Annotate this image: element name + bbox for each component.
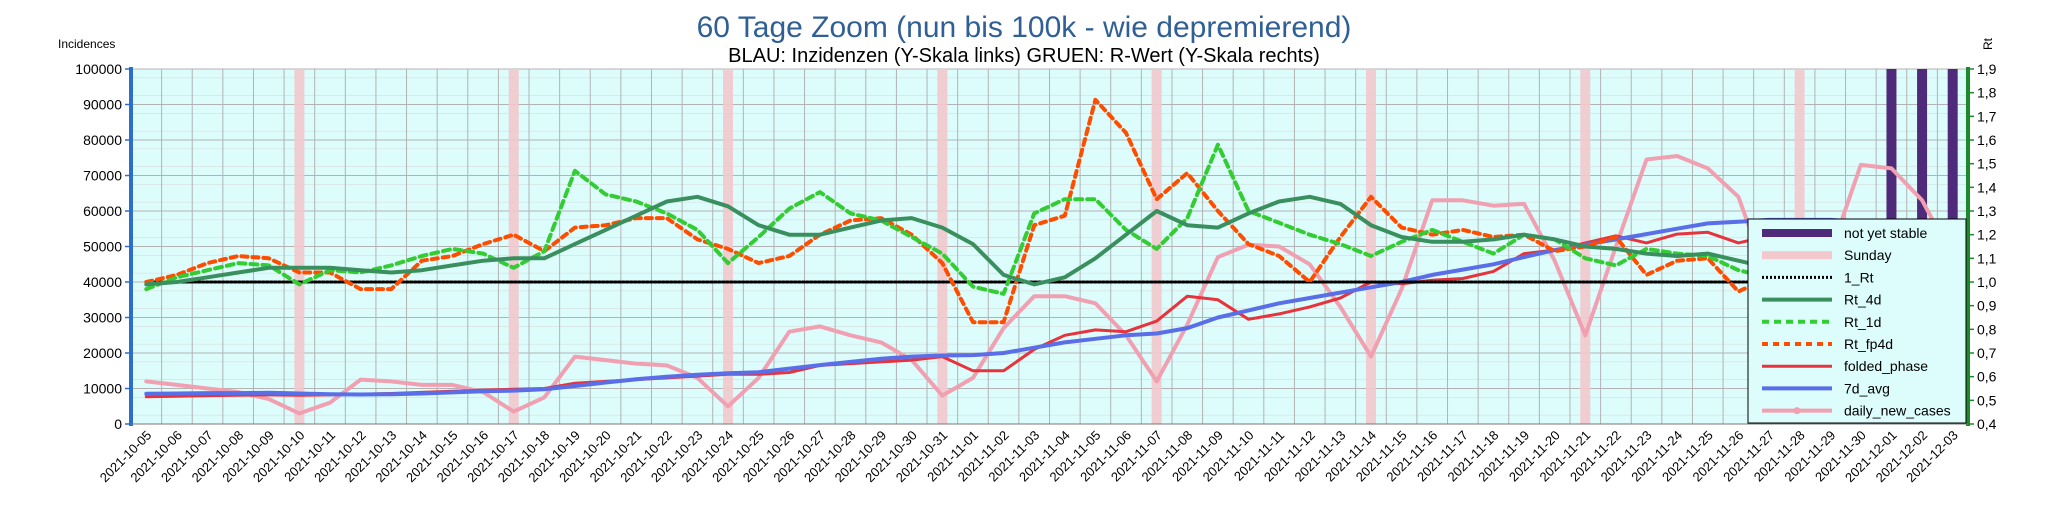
sunday-band: [723, 69, 734, 424]
y-right-tick-label: 0,8: [1977, 321, 1997, 337]
y-left-tick-label: 0: [114, 416, 122, 432]
series-lines: [144, 97, 1955, 416]
y-right-tick-label: 1,6: [1977, 132, 1997, 148]
legend-label-rt-4d: Rt_4d: [1844, 292, 1881, 308]
y-left-tick-label: 20000: [83, 345, 122, 361]
chart-subtitle: BLAU: Inzidenzen (Y-Skala links) GRUEN: …: [728, 45, 1320, 67]
y-left-tick-label: 50000: [83, 239, 122, 255]
y-axis-left-label: Incidences: [58, 37, 115, 51]
legend-label-1-rt: 1_Rt: [1844, 269, 1874, 285]
y-right-tick-label: 1,4: [1977, 179, 1997, 195]
legend-swatch-sunday: [1762, 251, 1832, 260]
legend-label-7d-avg: 7d_avg: [1844, 380, 1890, 396]
legend-label-rt-1d: Rt_1d: [1844, 314, 1881, 330]
series-Rt-4d: [144, 194, 1955, 310]
legend-marker-daily-new-cases: [1793, 407, 1801, 415]
x-axis-ticks: 2021-10-052021-10-062021-10-072021-10-08…: [97, 428, 1961, 486]
series-7d-avg: [144, 217, 1955, 397]
y-axis-left-ticks: 0 10000 20000 30000 40000 50000 60000 70000 8000…: [75, 61, 131, 432]
y-right-tick-label: 1,5: [1977, 156, 1997, 172]
y-left-tick-label: 90000: [83, 97, 122, 113]
series-Rt-1d: [144, 142, 1955, 325]
legend-label-not-yet-stable: not yet stable: [1844, 225, 1927, 241]
y-right-tick-label: 1,8: [1977, 85, 1997, 101]
y-axis-right-label: Rt: [1981, 37, 1995, 50]
chart-title: 60 Tage Zoom (nun bis 100k - wie depremi…: [697, 11, 1352, 44]
y-left-tick-label: 10000: [83, 381, 122, 397]
y-right-tick-label: 0,6: [1977, 369, 1997, 385]
y-right-tick-label: 0,5: [1977, 392, 1997, 408]
grid: [130, 68, 1969, 425]
sunday-band: [1365, 69, 1376, 424]
legend: not yet stable Sunday 1_Rt Rt_4d Rt_1d Rt_fp4…: [1747, 218, 1967, 424]
y-right-tick-label: 1,1: [1977, 250, 1997, 266]
legend-label-daily-new-cases: daily_new_cases: [1844, 403, 1951, 419]
y-right-tick-label: 1,0: [1977, 274, 1997, 290]
y-left-tick-label: 40000: [83, 274, 122, 290]
y-right-tick-label: 1,2: [1977, 227, 1997, 243]
y-right-tick-label: 0,4: [1977, 416, 1997, 432]
y-right-tick-label: 1,9: [1977, 61, 1997, 77]
y-right-tick-label: 0,9: [1977, 298, 1997, 314]
y-left-tick-label: 80000: [83, 132, 122, 148]
y-left-tick-label: 100000: [75, 61, 122, 77]
sunday-band: [294, 69, 305, 424]
y-left-tick-label: 60000: [83, 203, 122, 219]
sunday-band: [508, 69, 519, 424]
y-right-tick-label: 1,3: [1977, 203, 1997, 219]
sunday-band: [937, 69, 948, 424]
y-right-tick-label: 0,7: [1977, 345, 1997, 361]
y-axis-right-ticks: 0,4 0,5 0,6 0,7 0,8 0,9 1,0 1,1 1,2 1,3 1,4 1,5 1,6 1…: [1968, 61, 1997, 432]
y-left-tick-label: 70000: [83, 168, 122, 184]
y-left-tick-label: 30000: [83, 310, 122, 326]
series-Rt-fp4d: [144, 97, 1955, 325]
legend-label-folded-phase: folded_phase: [1844, 358, 1928, 374]
y-right-tick-label: 1,7: [1977, 108, 1997, 124]
legend-swatch-not-yet-stable: [1762, 229, 1832, 237]
series-daily-new-cases: [144, 154, 1955, 416]
legend-label-rt-fp4d: Rt_fp4d: [1844, 336, 1893, 352]
legend-label-sunday: Sunday: [1844, 247, 1891, 263]
